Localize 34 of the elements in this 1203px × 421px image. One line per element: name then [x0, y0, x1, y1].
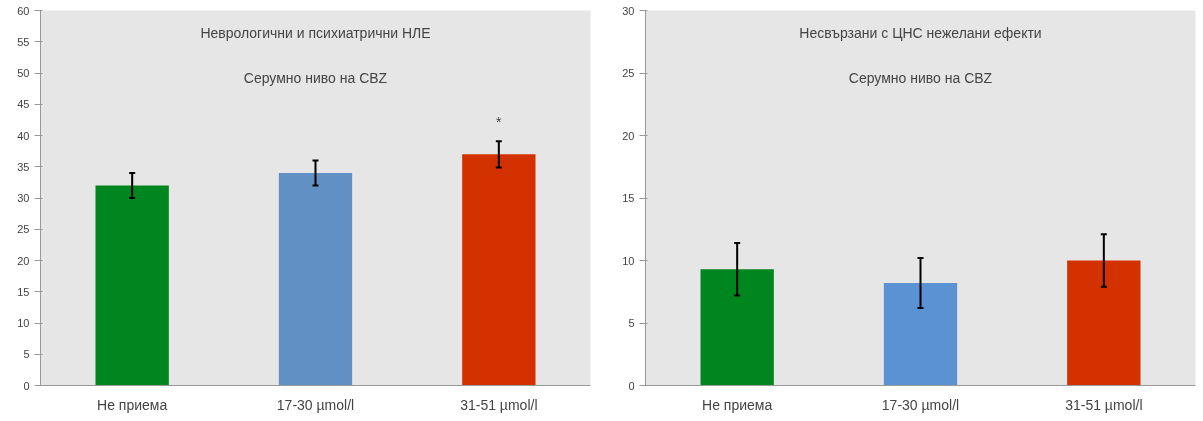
- y-tick-label: 10: [17, 317, 30, 329]
- y-tick-label: 60: [17, 4, 30, 17]
- text: Серумно ниво на CBZ: [243, 70, 388, 86]
- bar: [462, 154, 536, 386]
- text: Несвързани с ЦНС нежелани ефекти: [799, 25, 1042, 41]
- y-tick-label: 5: [628, 317, 635, 329]
- y-tick-label: 55: [17, 35, 30, 48]
- y-tick-label: 0: [23, 379, 30, 392]
- y-tick-label: 35: [17, 160, 30, 173]
- bar: [95, 185, 169, 386]
- y-tick-label: 20: [17, 254, 30, 267]
- text: Серумно ниво на CBZ: [848, 70, 993, 86]
- annotation: *: [496, 114, 503, 131]
- text: Неврологични и психиатрични НЛЕ: [200, 25, 431, 41]
- y-tick-label: 30: [622, 4, 635, 17]
- x-tick-label: 31-51 µmol/l: [1065, 396, 1143, 413]
- y-tick-label: 45: [17, 98, 30, 111]
- y-tick-label: 25: [622, 67, 635, 79]
- y-tick-label: 50: [17, 67, 30, 79]
- x-tick-label: 31-51 µmol/l: [460, 396, 538, 413]
- y-tick-label: 5: [23, 348, 30, 361]
- bar: [278, 173, 353, 386]
- y-tick-label: 15: [622, 192, 635, 204]
- y-tick-label: 25: [17, 223, 30, 236]
- y-tick-label: 15: [17, 285, 30, 298]
- x-tick-label: Не приема: [97, 396, 168, 413]
- x-tick-label: 17-30 µmol/l: [881, 396, 960, 413]
- y-tick-label: 40: [17, 129, 30, 142]
- x-tick-label: Не приема: [702, 396, 773, 413]
- y-tick-label: 20: [622, 129, 635, 142]
- y-tick-label: 10: [622, 254, 635, 267]
- y-tick-label: 30: [17, 192, 30, 204]
- y-tick-label: 0: [628, 379, 635, 392]
- x-tick-label: 17-30 µmol/l: [276, 396, 355, 413]
